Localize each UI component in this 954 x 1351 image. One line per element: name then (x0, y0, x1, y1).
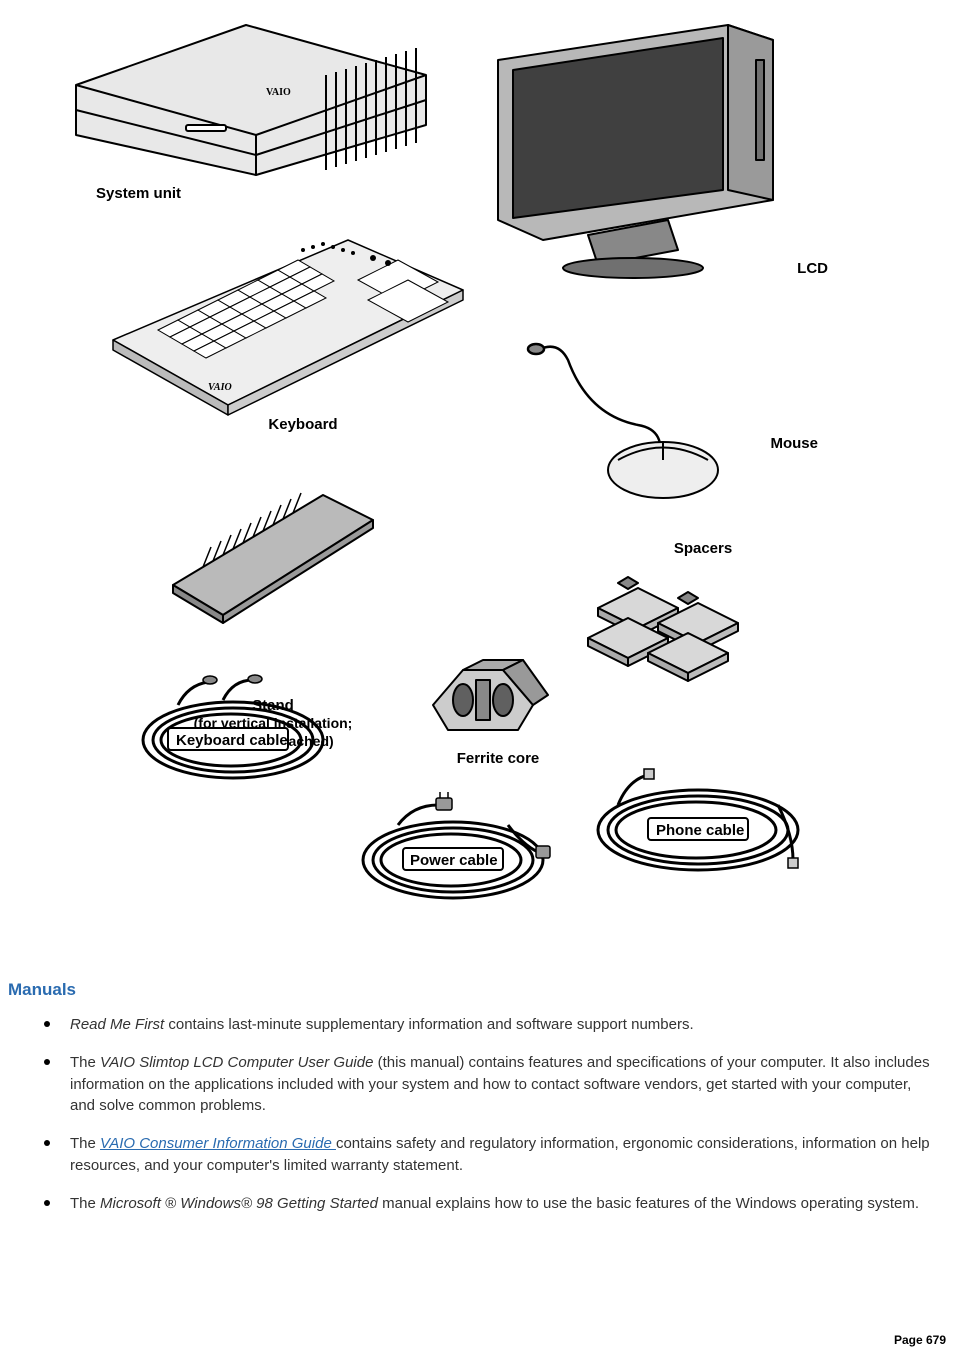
manual-title: Read Me First (70, 1016, 164, 1033)
keyboard-cable-icon (118, 670, 348, 790)
ferrite-label: Ferrite core (408, 750, 588, 767)
power-cable-figure: Power cable (338, 790, 568, 910)
stand-icon (163, 485, 383, 625)
manual-pre: The (70, 1195, 100, 1212)
page-number: Page 679 (894, 1333, 946, 1347)
manual-title: VAIO Slimtop LCD Computer User Guide (100, 1054, 373, 1071)
manual-link[interactable]: VAIO Consumer Information Guide (100, 1135, 336, 1152)
spacers-icon (558, 563, 778, 683)
keyboard-icon: VAIO (108, 220, 468, 420)
mouse-label: Mouse (770, 435, 818, 452)
phone-cable-figure: Phone cable (568, 765, 828, 885)
keyboard-cable-figure: Keyboard cable (118, 670, 348, 790)
lcd-figure: LCD (478, 20, 808, 280)
manual-pre: The (70, 1054, 100, 1071)
list-item: Read Me First contains last-minute suppl… (56, 1014, 940, 1036)
spacers-label: Spacers (598, 540, 808, 557)
manual-desc: contains last-minute supplementary infor… (164, 1016, 693, 1033)
spacers-figure: Spacers (558, 540, 808, 683)
power-cable-icon (338, 790, 568, 910)
mouse-icon (508, 335, 758, 505)
keyboard-figure: VAIO Keyboard (108, 220, 468, 433)
system-unit-figure: VAIO System unit (66, 15, 436, 202)
lcd-icon (478, 20, 808, 280)
phone-cable-label: Phone cable (656, 822, 744, 839)
manual-pre: The (70, 1135, 100, 1152)
system-unit-icon: VAIO (66, 15, 436, 185)
svg-text:VAIO: VAIO (266, 87, 291, 98)
components-diagram: VAIO System unit LCD (8, 10, 946, 920)
keyboard-cable-label: Keyboard cable (176, 732, 288, 749)
manuals-heading: Manuals (8, 980, 946, 1000)
list-item: The Microsoft ® Windows® 98 Getting Star… (56, 1193, 940, 1215)
svg-text:VAIO: VAIO (208, 382, 232, 393)
keyboard-label: Keyboard (138, 416, 468, 433)
system-unit-label: System unit (96, 185, 436, 202)
list-item: The VAIO Slimtop LCD Computer User Guide… (56, 1052, 940, 1117)
ferrite-icon (408, 650, 558, 750)
list-item: The VAIO Consumer Information Guide cont… (56, 1133, 940, 1177)
power-cable-label: Power cable (410, 852, 498, 869)
manual-desc: manual explains how to use the basic fea… (378, 1195, 919, 1212)
manuals-list: Read Me First contains last-minute suppl… (8, 1014, 946, 1214)
lcd-label: LCD (797, 260, 828, 277)
manual-title: Microsoft ® Windows® 98 Getting Started (100, 1195, 378, 1212)
mouse-figure: Mouse (508, 335, 788, 505)
ferrite-figure: Ferrite core (408, 650, 588, 767)
